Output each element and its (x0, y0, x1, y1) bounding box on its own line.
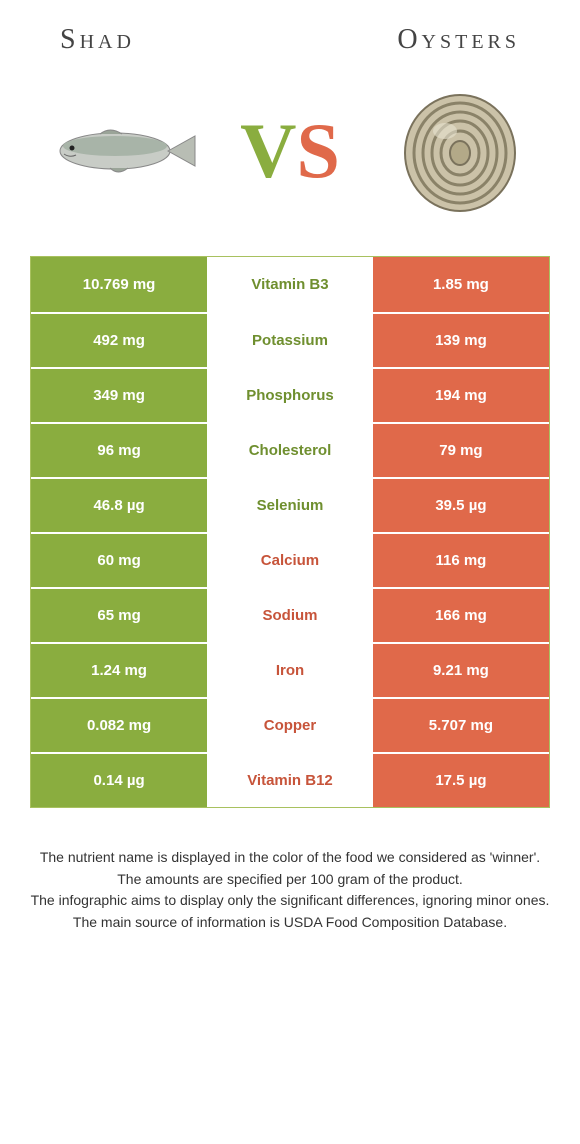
right-value: 17.5 µg (373, 754, 549, 807)
left-food-title: Shad (60, 24, 135, 56)
nutrient-label: Vitamin B12 (207, 754, 373, 807)
header: Shad Oysters (0, 0, 580, 66)
left-value: 10.769 mg (31, 257, 207, 312)
right-value: 39.5 µg (373, 479, 549, 532)
table-row: 1.24 mgIron9.21 mg (31, 642, 549, 697)
footer-line-1: The nutrient name is displayed in the co… (30, 848, 550, 868)
oyster-image (380, 81, 540, 221)
right-value: 116 mg (373, 534, 549, 587)
table-row: 0.082 mgCopper5.707 mg (31, 697, 549, 752)
footer-notes: The nutrient name is displayed in the co… (0, 808, 580, 932)
table-row: 46.8 µgSelenium39.5 µg (31, 477, 549, 532)
nutrient-label: Copper (207, 699, 373, 752)
nutrient-label: Calcium (207, 534, 373, 587)
left-value: 0.14 µg (31, 754, 207, 807)
left-value: 96 mg (31, 424, 207, 477)
left-value: 46.8 µg (31, 479, 207, 532)
table-row: 96 mgCholesterol79 mg (31, 422, 549, 477)
left-value: 492 mg (31, 314, 207, 367)
footer-line-2: The amounts are specified per 100 gram o… (30, 870, 550, 890)
vs-s: S (296, 107, 339, 194)
nutrient-label: Iron (207, 644, 373, 697)
table-row: 60 mgCalcium116 mg (31, 532, 549, 587)
nutrient-label: Selenium (207, 479, 373, 532)
right-value: 166 mg (373, 589, 549, 642)
footer-line-4: The main source of information is USDA F… (30, 913, 550, 933)
footer-line-3: The infographic aims to display only the… (30, 891, 550, 911)
table-row: 0.14 µgVitamin B1217.5 µg (31, 752, 549, 807)
vs-label: VS (240, 106, 340, 196)
table-row: 10.769 mgVitamin B31.85 mg (31, 257, 549, 312)
nutrient-table: 10.769 mgVitamin B31.85 mg492 mgPotassiu… (30, 256, 550, 808)
right-value: 79 mg (373, 424, 549, 477)
right-value: 139 mg (373, 314, 549, 367)
left-value: 0.082 mg (31, 699, 207, 752)
shad-image (40, 81, 200, 221)
nutrient-label: Cholesterol (207, 424, 373, 477)
nutrient-label: Potassium (207, 314, 373, 367)
right-value: 9.21 mg (373, 644, 549, 697)
vs-v: V (240, 107, 296, 194)
left-value: 1.24 mg (31, 644, 207, 697)
nutrient-label: Vitamin B3 (207, 257, 373, 312)
images-row: VS (0, 66, 580, 256)
right-value: 194 mg (373, 369, 549, 422)
right-value: 5.707 mg (373, 699, 549, 752)
right-value: 1.85 mg (373, 257, 549, 312)
table-row: 349 mgPhosphorus194 mg (31, 367, 549, 422)
left-value: 60 mg (31, 534, 207, 587)
nutrient-label: Phosphorus (207, 369, 373, 422)
right-food-title: Oysters (397, 24, 520, 56)
left-value: 349 mg (31, 369, 207, 422)
table-row: 492 mgPotassium139 mg (31, 312, 549, 367)
table-row: 65 mgSodium166 mg (31, 587, 549, 642)
left-value: 65 mg (31, 589, 207, 642)
nutrient-label: Sodium (207, 589, 373, 642)
